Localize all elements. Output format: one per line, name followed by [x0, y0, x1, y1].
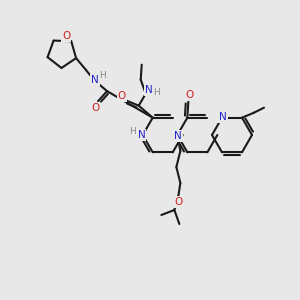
Text: H: H — [153, 88, 160, 97]
Text: N: N — [91, 75, 99, 85]
Text: N: N — [219, 112, 227, 122]
Text: O: O — [118, 91, 126, 101]
Text: N: N — [145, 85, 153, 95]
Text: N: N — [138, 130, 146, 140]
Text: H: H — [129, 127, 136, 136]
Text: O: O — [185, 90, 194, 100]
Text: O: O — [62, 31, 70, 41]
Text: O: O — [174, 197, 182, 207]
Text: N: N — [175, 131, 182, 141]
Text: O: O — [91, 103, 99, 113]
Text: H: H — [99, 70, 106, 80]
